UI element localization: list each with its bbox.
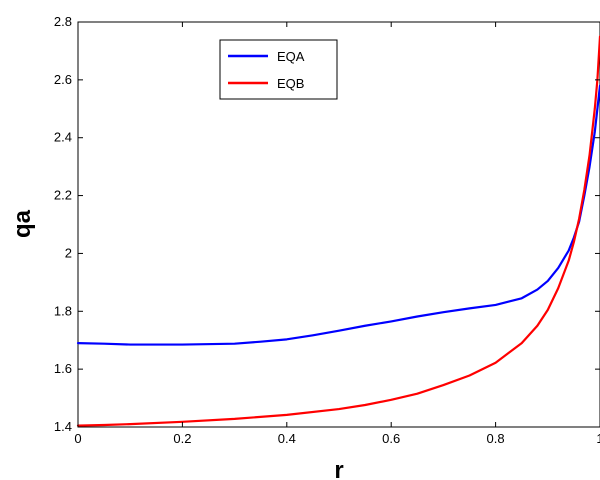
plot-area	[76, 21, 600, 428]
x-tick-label: 0.6	[382, 431, 400, 446]
legend-box	[219, 39, 338, 100]
series-layer	[76, 35, 600, 427]
x-tick-label: 0.2	[173, 431, 191, 446]
legend: EQA EQB	[219, 39, 338, 100]
y-tick-label: 2.2	[54, 188, 72, 203]
y-axis-title: qa	[9, 209, 36, 238]
y-tick-label: 2.8	[54, 14, 72, 29]
y-tick-label: 2.4	[54, 130, 72, 145]
y-tick-label: 2.6	[54, 72, 72, 87]
x-axis: 0 0.2 0.4 0.6 0.8 1	[74, 22, 600, 446]
series-line-eqb	[76, 35, 600, 427]
legend-label-eqb: EQB	[277, 76, 304, 91]
x-tick-label: 0.4	[278, 431, 296, 446]
y-tick-label: 1.4	[54, 419, 72, 434]
x-axis-title: r	[334, 457, 343, 480]
y-tick-label: 1.8	[54, 303, 72, 318]
plot-frame	[77, 21, 600, 428]
x-tick-label: 1	[596, 431, 600, 446]
legend-label-eqa: EQA	[277, 49, 305, 64]
y-tick-label: 1.6	[54, 361, 72, 376]
y-tick-label: 2	[65, 245, 72, 260]
x-tick-label: 0	[74, 431, 81, 446]
x-tick-label: 0.8	[487, 431, 505, 446]
y-axis: 1.4 1.6 1.8 2 2.2 2.4 2.6 2.8	[54, 14, 600, 434]
